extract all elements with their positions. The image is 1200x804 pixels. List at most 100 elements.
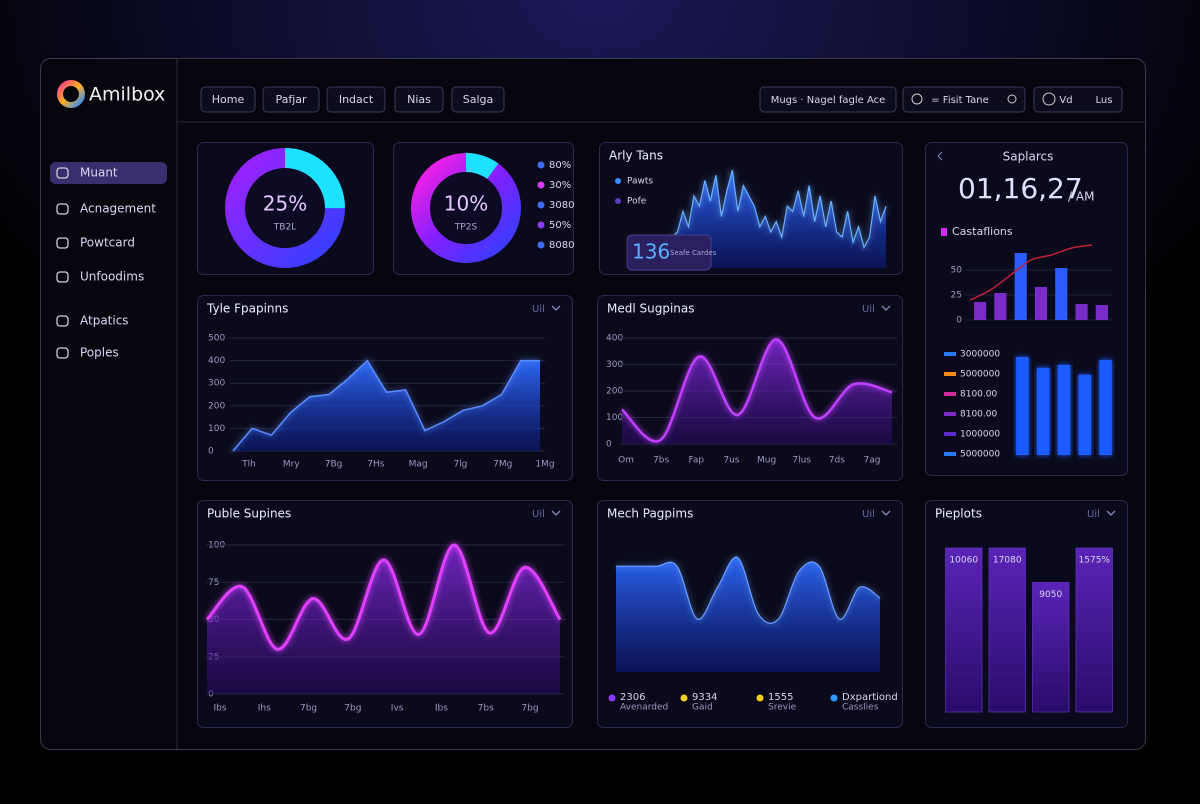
legend-note: Casslies <box>842 703 879 713</box>
legend-label: 8100.00 <box>960 390 997 400</box>
legend-label: 5000000 <box>960 450 1000 460</box>
content: Muant Acnagement Powtcard Unfoodims Atpatics… <box>50 86 1128 728</box>
area-fill <box>207 544 560 694</box>
legend-label: 8100.00 <box>960 410 997 420</box>
x-tick-label: 7Mg <box>493 460 512 470</box>
y-tick-label: 0 <box>606 440 612 450</box>
x-tick-label: Ivs <box>391 704 404 714</box>
x-tick-label: Tlh <box>241 460 256 470</box>
x-tick-label: 7Bg <box>325 460 343 470</box>
legend-label: Pawts <box>627 177 653 187</box>
legend-dot <box>830 694 838 702</box>
donut-hole <box>246 169 324 247</box>
sidebar-icon <box>56 315 69 327</box>
user-box[interactable] <box>1033 86 1123 113</box>
legend-swatch <box>944 412 956 416</box>
series-line <box>232 359 540 452</box>
y-tick-label: 0 <box>208 447 214 457</box>
bar-tag: 10060 <box>949 556 978 566</box>
legend-note: Avenarded <box>620 703 668 713</box>
bar-tag: 17080 <box>993 556 1022 566</box>
x-tick-label: Fap <box>688 456 704 466</box>
subtitle-marker <box>941 228 947 236</box>
panel-title: Tyle Fpapinns <box>206 302 288 316</box>
toolbar-label: Lus <box>1096 95 1113 106</box>
y-tick-label: 50 <box>951 266 963 276</box>
sidebar-item[interactable]: Poples <box>80 346 119 360</box>
donut-caption: TB2L <box>273 223 296 233</box>
x-tick-label: 7ag <box>864 456 881 466</box>
nav-button[interactable] <box>200 86 256 113</box>
bar <box>988 547 1026 713</box>
nav-button[interactable] <box>262 86 320 113</box>
legend-dot <box>537 241 545 249</box>
brand: Amilbox <box>89 84 165 106</box>
badge-value: 136 <box>632 240 670 264</box>
panel-menu[interactable]: Uil <box>532 509 545 520</box>
donut-caption: TP2S <box>454 223 478 233</box>
legend-dot <box>680 694 688 702</box>
x-tick-label: Ibs <box>435 704 448 714</box>
area-fill <box>622 339 892 444</box>
nav-button[interactable] <box>451 86 505 113</box>
back-icon[interactable] <box>937 151 943 161</box>
x-tick-label: 7lg <box>453 460 467 470</box>
area-fill <box>672 170 886 268</box>
sidebar-active <box>50 162 167 184</box>
panel-menu[interactable]: Uil <box>1087 509 1100 520</box>
area-fill <box>616 557 880 672</box>
panel-menu[interactable]: Uil <box>862 509 875 520</box>
sidebar-item[interactable]: Atpatics <box>80 314 129 328</box>
legend-swatch <box>944 352 956 356</box>
y-tick-label: 300 <box>606 360 623 370</box>
sidebar-item[interactable]: Unfoodims <box>80 270 144 284</box>
legend-label: 1000000 <box>960 430 1000 440</box>
legend-label: 1555 <box>768 692 793 703</box>
nav-label: Nias <box>407 93 431 106</box>
nav-button[interactable] <box>394 86 444 113</box>
clock-suffix: / AM <box>1068 190 1094 204</box>
x-tick-label: 7lus <box>792 456 811 466</box>
bar <box>1075 304 1088 320</box>
sidebar-icon <box>56 271 69 283</box>
user-icon <box>1042 92 1056 106</box>
x-tick-label: Mry <box>283 460 300 470</box>
y-tick-label: 0 <box>956 316 962 326</box>
donut-label: 10% <box>444 192 488 216</box>
panel-title: Medl Sugpinas <box>607 302 695 316</box>
menu-chevron <box>881 305 891 311</box>
x-tick-label: Ibs <box>213 704 226 714</box>
sidebar-icon <box>56 203 69 215</box>
y-tick-label: 100 <box>606 413 623 423</box>
filter-box[interactable] <box>759 86 897 113</box>
y-tick-label: 200 <box>606 387 623 397</box>
nav-label: Home <box>212 93 245 106</box>
badge <box>626 234 712 271</box>
legend-label: Dxpartiond <box>842 692 898 703</box>
donut-hole <box>431 173 501 243</box>
sidebar-item[interactable]: Acnagement <box>80 202 156 216</box>
legend-swatch <box>944 372 956 376</box>
toolbar-label: Vd <box>1059 95 1072 106</box>
panel-subtitle: Castaflions <box>952 225 1013 238</box>
nav-button[interactable] <box>326 86 386 113</box>
menu-chevron <box>1106 510 1116 516</box>
legend-dot <box>537 161 545 169</box>
search-box[interactable] <box>902 86 1026 113</box>
x-tick-label: Mug <box>757 456 776 466</box>
x-tick-label: 7Hs <box>367 460 384 470</box>
y-tick-label: 500 <box>208 334 225 344</box>
panel-menu[interactable]: Uil <box>532 304 545 315</box>
sidebar-item[interactable]: Powtcard <box>80 236 135 250</box>
x-tick-label: 7us <box>723 456 739 466</box>
toggle-icon <box>1007 94 1017 104</box>
bar <box>1099 359 1112 455</box>
sidebar-item[interactable]: Muant <box>80 166 118 180</box>
logo <box>57 80 85 108</box>
area-fill <box>233 360 540 451</box>
panel-menu[interactable]: Uil <box>862 304 875 315</box>
x-tick-label: 7bg <box>521 704 538 714</box>
legend-dot <box>615 198 621 204</box>
